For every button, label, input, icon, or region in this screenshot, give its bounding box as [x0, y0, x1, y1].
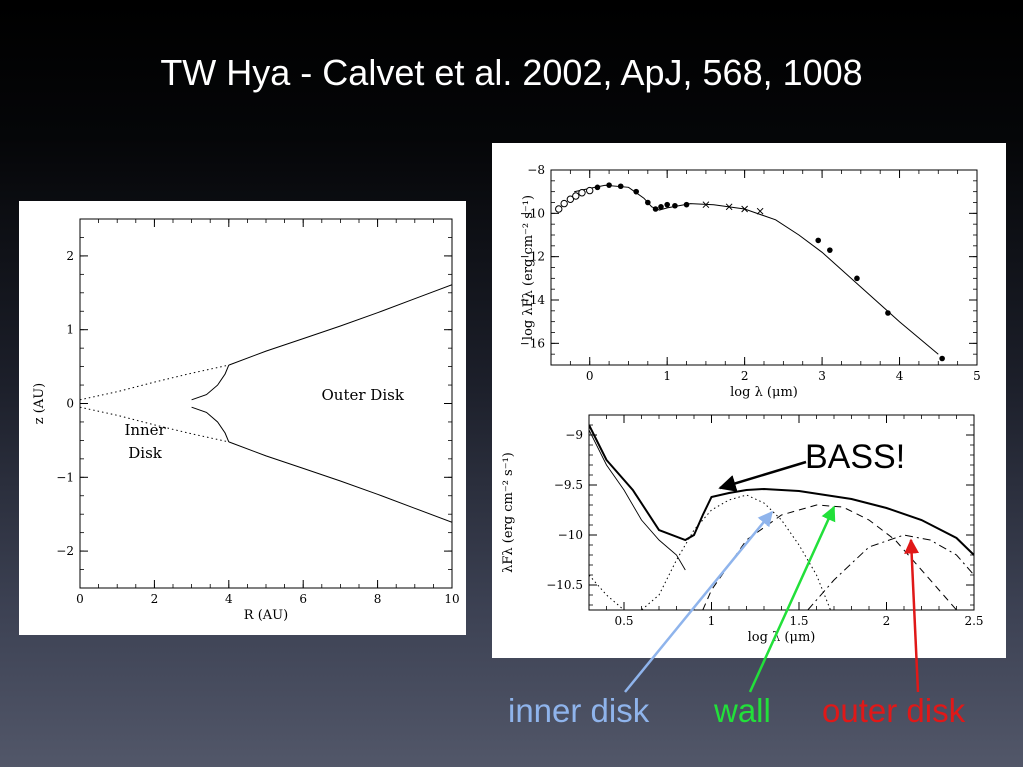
series-total-line	[589, 424, 974, 556]
caption-outer-disk: outer disk	[822, 692, 966, 729]
chart-annotation: Inner	[124, 421, 166, 439]
series-outer-disk-2-line	[807, 534, 974, 610]
series-filled-points-2-point	[633, 188, 639, 195]
caption-inner-disk: inner disk	[508, 692, 650, 729]
x-tick-label: 2	[151, 592, 159, 606]
series-solid-1-line	[228, 441, 452, 523]
y-tick-label: 0	[66, 397, 74, 411]
bass-annotation: BASS!	[805, 438, 906, 476]
x-tick-label: 3	[818, 369, 826, 383]
series-filled-points-2-point	[885, 310, 891, 316]
series-filled-points-2-point	[854, 275, 860, 282]
series-filled-points-2-point	[652, 206, 659, 212]
series-open-circles-1-point	[572, 192, 580, 200]
series-filled-points-2-point	[672, 202, 678, 209]
series-solid-0-line	[228, 284, 452, 366]
series-crosses-3-point	[756, 207, 764, 215]
y-tick-label: −12	[520, 250, 545, 264]
series-filled-points-2-point	[683, 201, 690, 208]
y-tick-label: −9.5	[554, 478, 583, 492]
x-tick-label: 5	[973, 369, 981, 383]
sed-plots: 0 1 2 3 4 5 −8 −10 −12 −14 −16 log λ (μm) log λFλ (e…	[501, 163, 984, 645]
x-tick-label: 2	[883, 614, 891, 628]
series-solid-4-line	[191, 364, 230, 401]
x-tick-label: 10	[444, 592, 459, 606]
x-tick-label: 1	[708, 614, 716, 628]
series-crosses-3-point	[702, 201, 710, 209]
series-crosses-3-point	[725, 203, 733, 211]
series-group	[589, 424, 974, 610]
series-filled-points-2-point	[594, 184, 601, 191]
x-tick-label: 8	[374, 592, 382, 606]
series-open-circles-1-point	[560, 199, 568, 208]
series-open-circles-1-point	[566, 195, 575, 203]
y-tick-label: −10.5	[546, 578, 583, 592]
series-filled-points-2-point	[939, 355, 945, 362]
y-tick-label: −9	[565, 428, 583, 442]
y-axis-label: log λFλ (erg cm⁻² s⁻¹)	[521, 195, 536, 340]
disk-structure: 0 2 4 6 8 10 −2 −1 0 1 2 R (AU) z (AU) Outer Disk Inne…	[32, 218, 460, 623]
series-inner-disk-line	[589, 429, 686, 571]
y-tick-label: 2	[66, 249, 74, 263]
chart-annotation: Outer Disk	[322, 386, 405, 404]
series-filled-points-2-point	[658, 204, 664, 210]
series-outer-disk-line	[702, 504, 957, 610]
series-open-circles-1-point	[586, 186, 594, 195]
series-filled-points-2-point	[815, 237, 822, 244]
chart-annotation: Disk	[128, 444, 163, 462]
y-axis-label: λFλ (erg cm⁻² s⁻¹)	[501, 452, 516, 573]
y-tick-label: −16	[520, 336, 545, 350]
y-tick-label: −1	[56, 470, 74, 484]
x-tick-label: 2.5	[964, 614, 983, 628]
series-wall-line	[589, 494, 831, 610]
x-tick-label: 1.5	[789, 614, 808, 628]
series-dotted-3-line	[80, 406, 229, 443]
x-tick-label: 4	[225, 592, 233, 606]
y-tick-label: −10	[558, 528, 583, 542]
y-tick-label: −8	[527, 163, 545, 177]
x-tick-label: 2	[741, 369, 749, 383]
sed-full: 0 1 2 3 4 5 −8 −10 −12 −14 −16 log λ (μm) log λFλ (e…	[520, 163, 981, 400]
y-tick-label: −10	[520, 206, 545, 220]
disk-structure-plot: 0 2 4 6 8 10 −2 −1 0 1 2 R (AU) z (AU) Outer Disk Inne…	[32, 218, 460, 623]
series-open-circles-1-point	[578, 189, 586, 197]
x-tick-label: 4	[896, 369, 904, 383]
y-tick-label: 1	[66, 323, 74, 337]
series-filled-points-2-point	[645, 199, 651, 206]
x-tick-label: 0	[76, 592, 84, 606]
plot-frame	[550, 169, 978, 366]
x-tick-label: 0	[586, 369, 594, 383]
disk-structure-chart: 0 2 4 6 8 10 −2 −1 0 1 2 R (AU) z (AU) Outer Disk Inne…	[19, 201, 466, 635]
x-axis-label: log λ (μm)	[730, 385, 798, 400]
x-axis-label: R (AU)	[244, 608, 288, 623]
sed-zoom: 0.5 1 1.5 2 2.5 −9 −9.5 −10 −10.5 log λ (μm) λFλ (…	[501, 414, 984, 645]
series-solid-0-line	[574, 184, 939, 355]
series-filled-points-2-point	[827, 247, 833, 253]
series-group	[555, 182, 945, 362]
series-filled-points-2-point	[606, 182, 612, 188]
series-crosses-3-point	[741, 205, 748, 213]
x-tick-label: 0.5	[614, 614, 633, 628]
series-dotted-2-line	[80, 364, 229, 401]
sed-charts-panel: 0 1 2 3 4 5 −8 −10 −12 −14 −16 log λ (μm) log λFλ (e…	[492, 143, 1006, 658]
y-tick-label: −2	[56, 544, 74, 558]
slide-title: TW Hya - Calvet et al. 2002, ApJ, 568, 1…	[160, 52, 863, 93]
caption-wall: wall	[714, 692, 771, 729]
series-filled-points-2-point	[664, 201, 670, 208]
series-group	[80, 284, 452, 523]
y-axis-label: z (AU)	[32, 383, 47, 424]
x-tick-label: 1	[663, 369, 671, 383]
series-open-circles-1-point	[555, 205, 563, 213]
series-solid-5-line	[191, 406, 230, 443]
x-axis-label: log λ (μm)	[748, 630, 816, 645]
series-filled-points-2-point	[617, 183, 624, 190]
x-tick-label: 6	[299, 592, 307, 606]
y-tick-label: −14	[520, 293, 546, 307]
